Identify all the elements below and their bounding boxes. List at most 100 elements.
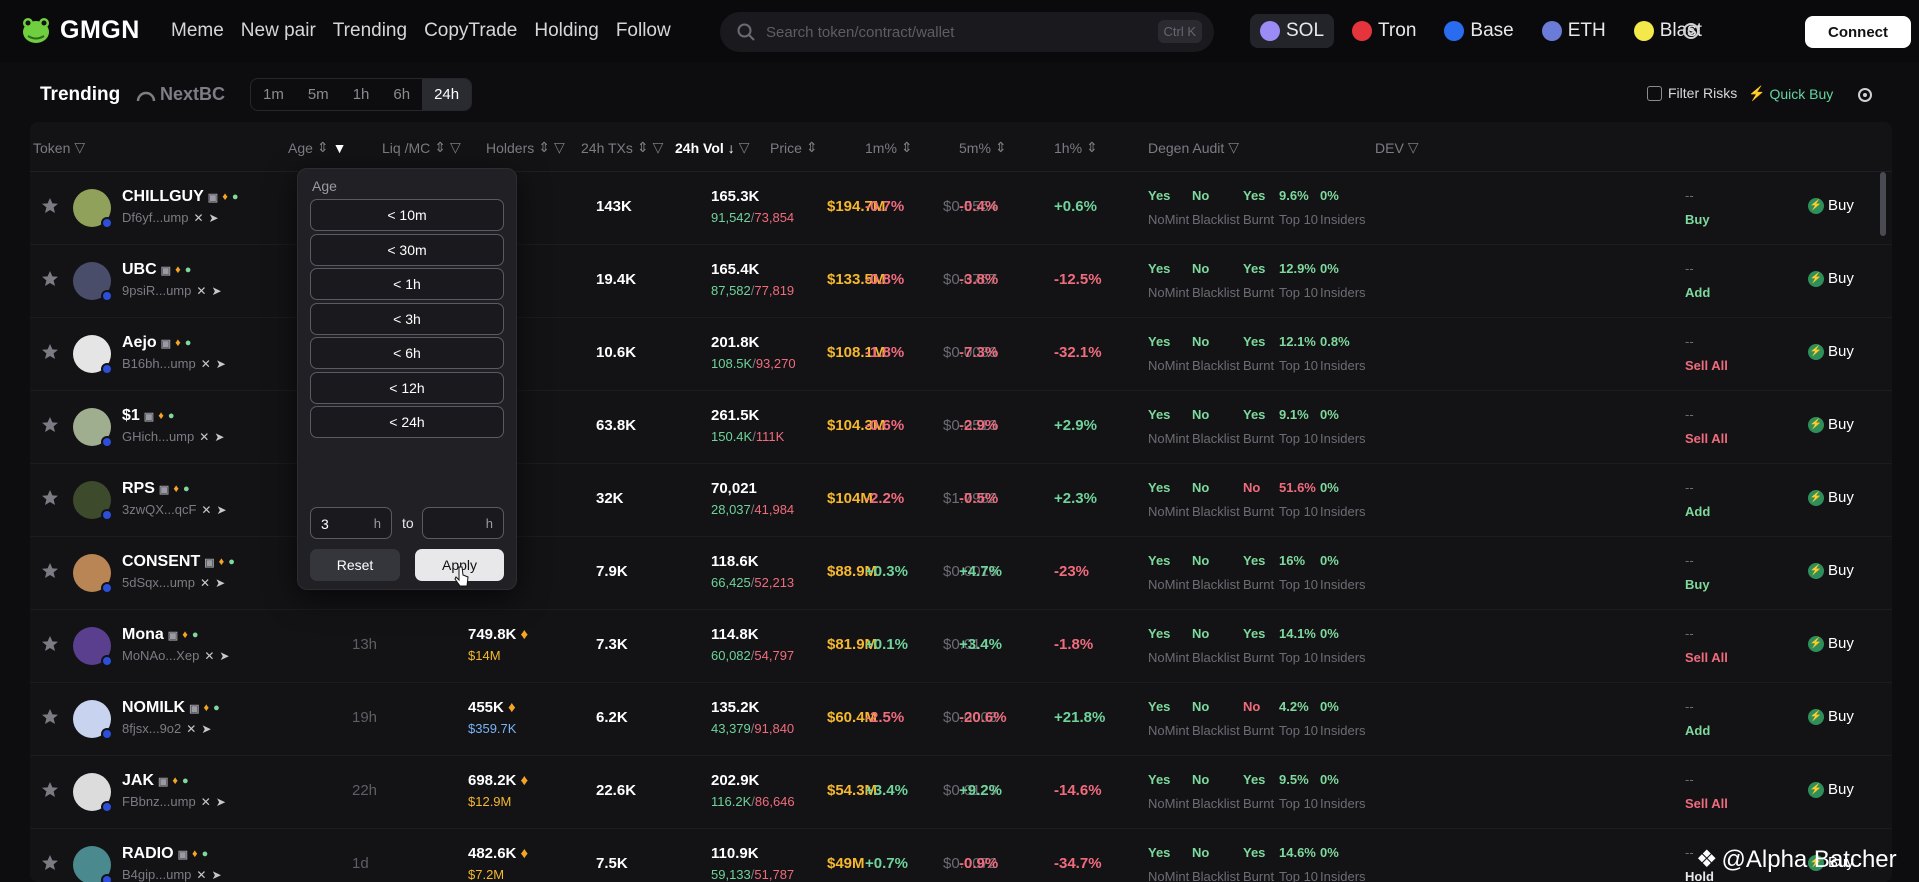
col-1m[interactable]: 1m% ⇕ xyxy=(865,139,913,156)
chain-blast[interactable]: Blast xyxy=(1624,14,1712,48)
address-text[interactable]: 3zwQX...qcF xyxy=(122,502,197,517)
scrollbar[interactable] xyxy=(1880,172,1886,236)
filter-risks-checkbox[interactable] xyxy=(1647,85,1662,101)
star-icon[interactable] xyxy=(40,853,60,873)
x-icon[interactable]: ✕ xyxy=(204,648,215,663)
copy-icon[interactable]: ▣ xyxy=(177,848,188,861)
buy-button[interactable]: ⚡ Buy xyxy=(1808,562,1854,579)
table-row[interactable]: JAK ▣ ♦ ● FBbnz...ump ✕ ➤ 22h 698.2K ♦ $12.9M 22.6… xyxy=(30,756,1892,829)
age-option[interactable]: < 6h xyxy=(310,337,504,369)
star-icon[interactable] xyxy=(40,561,60,581)
timeframe-1m[interactable]: 1m xyxy=(263,86,284,103)
buy-button[interactable]: ⚡ Buy xyxy=(1808,270,1854,287)
copy-icon[interactable]: ▣ xyxy=(143,410,155,423)
age-option[interactable]: < 12h xyxy=(310,371,504,404)
address-text[interactable]: 9psiR...ump xyxy=(122,283,192,298)
x-icon[interactable]: ✕ xyxy=(201,502,212,517)
nav-new-pair[interactable]: New pair xyxy=(240,20,316,41)
address-text[interactable]: 5dSqx...ump xyxy=(122,575,195,590)
star-icon[interactable] xyxy=(40,707,60,727)
address-text[interactable]: B4gip...ump xyxy=(122,867,192,882)
nav-meme[interactable]: Meme xyxy=(171,20,224,41)
star-icon[interactable] xyxy=(40,780,60,800)
x-icon[interactable]: ✕ xyxy=(196,283,207,298)
settings-icon[interactable] xyxy=(1856,86,1874,104)
star-icon[interactable] xyxy=(40,269,60,289)
col-vol[interactable]: 24h Vol ↓ ▽ xyxy=(675,139,750,156)
copy-icon[interactable]: ▣ xyxy=(204,556,215,569)
copy-icon[interactable]: ▣ xyxy=(160,337,172,350)
age-from-input[interactable]: 3 h xyxy=(310,507,392,539)
timeframe-24h[interactable]: 24h xyxy=(422,79,472,110)
x-icon[interactable]: ✕ xyxy=(193,210,204,225)
chain-sol[interactable]: SOL xyxy=(1250,14,1335,48)
telegram-icon[interactable]: ➤ xyxy=(211,283,222,298)
table-row[interactable]: NOMILK ▣ ♦ ● 8fjsx...9o2 ✕ ➤ 19h 455K ♦ $359.7K 6.… xyxy=(30,683,1892,756)
col-price[interactable]: Price ⇕ xyxy=(770,139,818,156)
table-row[interactable]: UBC ▣ ♦ ● 9psiR...ump ✕ ➤ 19.4K 165.4K 87,582/77,… xyxy=(30,245,1892,318)
table-row[interactable]: Aejo▣♦●B16bh...ump✕➤K ♦10.6K201.8K108.5K… xyxy=(30,318,1892,391)
col-1h[interactable]: 1h% ⇕ xyxy=(1054,139,1098,156)
telegram-icon[interactable]: ➤ xyxy=(216,502,227,517)
copy-icon[interactable]: ▣ xyxy=(158,483,170,496)
table-row[interactable]: Mona ▣ ♦ ● MoNAo...Xep ✕ ➤ 13h 749.8K ♦ $14M 7.3K 1… xyxy=(30,610,1892,683)
buy-button[interactable]: ⚡ Buy xyxy=(1808,708,1854,725)
telegram-icon[interactable]: ➤ xyxy=(219,648,230,663)
x-icon[interactable]: ✕ xyxy=(200,356,211,371)
token-name[interactable]: UBC ▣ ♦ ● xyxy=(122,261,191,279)
buy-button[interactable]: ⚡ Buy xyxy=(1808,343,1854,360)
table-row[interactable]: $1 ▣ ♦ ● GHich...ump ✕ ➤ 63.8K 261.5K 150.4K/111K… xyxy=(30,391,1892,464)
chain-tron[interactable]: Tron xyxy=(1342,14,1426,48)
telegram-icon[interactable]: ➤ xyxy=(215,356,226,371)
address-text[interactable]: B16bh...ump xyxy=(122,356,196,371)
telegram-icon[interactable]: ➤ xyxy=(215,794,226,809)
buy-button[interactable]: ⚡ Buy xyxy=(1808,781,1854,798)
star-icon[interactable] xyxy=(40,415,60,435)
address-text[interactable]: 8fjsx...9o2 xyxy=(122,721,182,736)
telegram-icon[interactable]: ➤ xyxy=(208,210,219,225)
copy-icon[interactable]: ▣ xyxy=(189,702,200,715)
token-name[interactable]: NOMILK ▣ ♦ ● xyxy=(122,699,220,717)
x-icon[interactable]: ✕ xyxy=(186,721,197,736)
age-option[interactable]: < 30m xyxy=(310,233,504,266)
telegram-icon[interactable]: ➤ xyxy=(214,429,225,444)
buy-button[interactable]: ⚡ Buy xyxy=(1808,197,1854,214)
buy-button[interactable]: ⚡ Buy xyxy=(1808,416,1854,433)
nextbc-tab[interactable]: NextBC xyxy=(136,84,225,105)
copy-icon[interactable]: ▣ xyxy=(158,775,169,788)
quick-buy-toggle[interactable]: ⚡ Quick Buy xyxy=(1748,85,1833,102)
nav-trending[interactable]: Trending xyxy=(332,20,408,41)
chain-base[interactable]: Base xyxy=(1434,14,1523,48)
col-audit[interactable]: Degen Audit ▽ xyxy=(1148,139,1239,156)
token-name[interactable]: RADIO ▣ ♦ ● xyxy=(122,845,208,863)
copy-icon[interactable]: ▣ xyxy=(160,264,172,277)
age-option[interactable]: < 24h xyxy=(310,406,504,438)
col-dev[interactable]: DEV ▽ xyxy=(1375,139,1419,156)
col-txs[interactable]: 24h TXs ⇕ ▽ xyxy=(581,139,663,156)
x-icon[interactable]: ✕ xyxy=(200,575,211,590)
address-text[interactable]: Df6yf...ump xyxy=(122,210,189,225)
col-5m[interactable]: 5m% ⇕ xyxy=(959,139,1007,156)
address-text[interactable]: FBbnz...ump xyxy=(122,794,196,809)
star-icon[interactable] xyxy=(40,196,60,216)
telegram-icon[interactable]: ➤ xyxy=(201,721,212,736)
col-liq-mc[interactable]: Liq /MC ⇕ ▽ xyxy=(382,139,461,156)
filter-risks-toggle[interactable]: Filter Risks xyxy=(1647,85,1737,101)
search-bar[interactable]: Ctrl K xyxy=(720,12,1214,52)
nav-follow[interactable]: Follow xyxy=(615,20,671,41)
address-text[interactable]: GHich...ump xyxy=(122,429,195,444)
age-option[interactable]: < 1h xyxy=(310,268,504,300)
search-input[interactable] xyxy=(766,23,1166,41)
buy-button[interactable]: ⚡ Buy xyxy=(1808,854,1854,871)
token-name[interactable]: RPS ▣ ♦ ● xyxy=(122,480,190,498)
col-age[interactable]: Age ⇕ ▼ xyxy=(288,139,347,156)
table-row[interactable]: RADIO ▣ ♦ ● B4gip...ump ✕ ➤ 1d 482.6K ♦ $7.2M 7.5K… xyxy=(30,829,1892,882)
timeframe-5m[interactable]: 5m xyxy=(307,86,329,103)
token-name[interactable]: $1 ▣ ♦ ● xyxy=(122,407,174,425)
buy-button[interactable]: ⚡ Buy xyxy=(1808,489,1854,506)
token-name[interactable]: Mona ▣ ♦ ● xyxy=(122,626,198,644)
connect-button[interactable]: Connect xyxy=(1805,16,1911,48)
token-name[interactable]: CHILLGUY ▣ ♦ ● xyxy=(122,188,238,206)
star-icon[interactable] xyxy=(40,342,60,362)
copy-icon[interactable]: ▣ xyxy=(207,191,219,204)
